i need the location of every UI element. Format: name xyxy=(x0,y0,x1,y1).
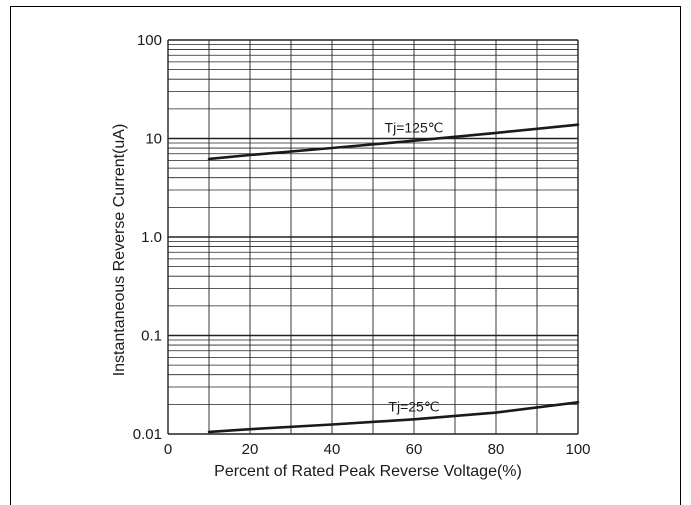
y-axis-label: Instantaneous Reverse Current(uA) xyxy=(111,124,128,377)
x-tick-labels: 0 20 40 60 80 100 xyxy=(164,441,591,458)
x-axis-label: Percent of Rated Peak Reverse Voltage(%) xyxy=(214,463,522,480)
x-tick-label: 60 xyxy=(406,441,423,458)
x-tick-label: 100 xyxy=(565,441,590,458)
y-tick-label: 1.0 xyxy=(141,229,162,246)
y-tick-label: 10 xyxy=(145,131,162,148)
x-tick-label: 40 xyxy=(324,441,341,458)
y-tick-label: 0.01 xyxy=(133,426,162,443)
series-label-tj25: Tj=25℃ xyxy=(388,398,439,414)
series-group: Tj=125℃ Tj=25℃ xyxy=(207,120,580,434)
x-tick-label: 20 xyxy=(242,441,259,458)
grid xyxy=(167,39,579,435)
x-tick-label: 0 xyxy=(164,441,172,458)
y-tick-labels: 0.01 0.1 1.0 10 100 xyxy=(133,32,162,443)
series-line-tj125 xyxy=(207,123,580,161)
figure-frame xyxy=(10,6,681,505)
x-tick-label: 80 xyxy=(488,441,505,458)
y-tick-label: 0.1 xyxy=(141,328,162,345)
series-line-tj25 xyxy=(207,401,580,434)
series-label-tj125: Tj=125℃ xyxy=(385,120,444,136)
y-tick-label: 100 xyxy=(137,32,162,49)
